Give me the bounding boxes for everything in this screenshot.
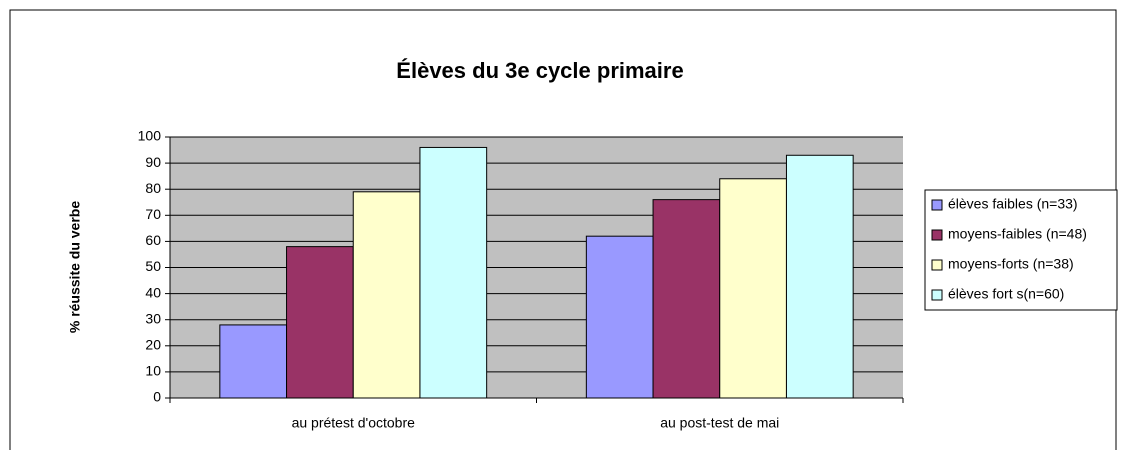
bar [719, 178, 787, 399]
y-tick-label: 90 [145, 154, 161, 170]
x-tick-label: au post-test de mai [660, 415, 779, 431]
bar [286, 246, 354, 399]
y-tick-label: 0 [153, 389, 161, 405]
x-tick-label: au prétest d'octobre [292, 415, 416, 431]
bar [652, 199, 721, 399]
chart-title: Élèves du 3e cycle primaire [396, 58, 683, 83]
y-tick-label: 10 [145, 363, 161, 379]
legend-swatch [931, 259, 943, 271]
legend-swatch [931, 199, 943, 211]
legend-swatch [931, 229, 943, 241]
bar [219, 324, 288, 399]
y-tick-label: 50 [145, 258, 161, 274]
bar [785, 154, 854, 399]
y-tick-label: 100 [138, 128, 162, 144]
legend-label: moyens-faibles (n=48) [948, 226, 1087, 242]
legend-label: élèves faibles (n=33) [948, 196, 1078, 212]
y-tick-label: 60 [145, 232, 161, 248]
y-tick-label: 80 [145, 180, 161, 196]
y-tick-label: 30 [145, 310, 161, 326]
y-axis-title: % réussite du verbe [67, 201, 83, 333]
legend-label: élèves fort s(n=60) [948, 286, 1064, 302]
bar [419, 146, 488, 399]
y-tick-label: 20 [145, 337, 161, 353]
y-tick-label: 70 [145, 206, 161, 222]
bar [585, 235, 654, 399]
y-tick-label: 40 [145, 284, 161, 300]
legend-swatch [931, 289, 943, 301]
bar [352, 191, 421, 399]
legend-label: moyens-forts (n=38) [948, 256, 1074, 272]
legend-box [924, 189, 1118, 311]
